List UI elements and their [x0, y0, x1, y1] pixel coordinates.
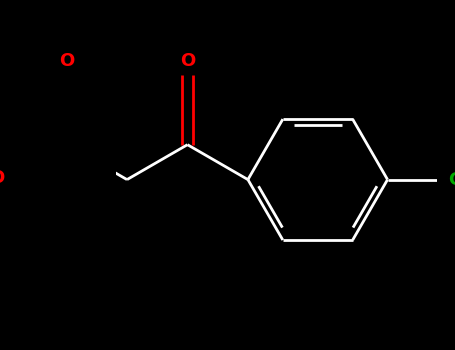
Text: O: O: [0, 169, 4, 187]
Text: O: O: [180, 52, 195, 70]
Text: O: O: [59, 52, 74, 70]
Text: Cl: Cl: [448, 170, 455, 189]
